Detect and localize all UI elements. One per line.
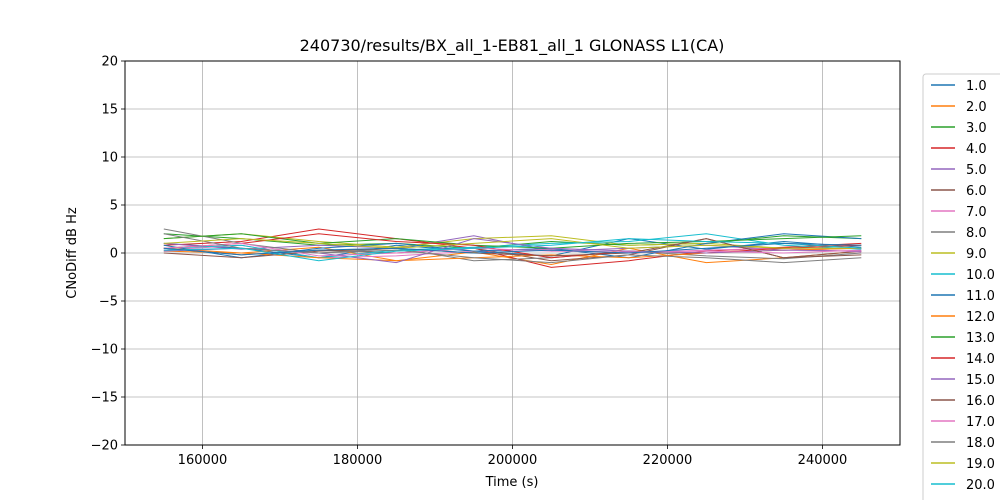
y-tick-label: 0 — [110, 247, 118, 262]
legend-label: 3.0 — [966, 121, 987, 136]
x-axis: 160000 180000 200000 220000 240000 — [178, 445, 848, 468]
x-tick-label: 220000 — [643, 453, 693, 468]
y-tick-label: 15 — [101, 103, 118, 118]
legend-label: 14.0 — [966, 352, 995, 367]
y-axis-label: CNoDiff dB Hz — [65, 207, 80, 299]
legend-label: 7.0 — [966, 205, 987, 220]
y-tick-label: −10 — [91, 343, 118, 358]
legend-label: 12.0 — [966, 310, 995, 325]
legend-label: 11.0 — [966, 289, 995, 304]
legend-label: 13.0 — [966, 331, 995, 346]
y-tick-label: 5 — [110, 199, 118, 214]
legend-label: 16.0 — [966, 394, 995, 409]
x-tick-label: 200000 — [488, 453, 538, 468]
y-tick-label: −20 — [91, 439, 118, 454]
series-line-19.0 — [163, 238, 862, 249]
series-line-17.0 — [163, 242, 862, 257]
legend-label: 5.0 — [966, 163, 987, 178]
legend-label: 20.0 — [966, 478, 995, 493]
legend-label: 2.0 — [966, 100, 987, 115]
x-tick-label: 160000 — [178, 453, 228, 468]
series-line-8.0 — [163, 228, 862, 262]
legend-label: 15.0 — [966, 373, 995, 388]
legend-label: 9.0 — [966, 247, 987, 262]
x-tick-label: 180000 — [333, 453, 383, 468]
legend-label: 19.0 — [966, 457, 995, 472]
y-tick-label: −5 — [99, 295, 118, 310]
legend-label: 6.0 — [966, 184, 987, 199]
series-line-21.0 — [163, 242, 862, 256]
legend-label: 10.0 — [966, 268, 995, 283]
y-tick-label: −15 — [91, 391, 118, 406]
legend-box — [922, 73, 1000, 500]
series-line-18.0 — [163, 233, 862, 264]
legend-label: 4.0 — [966, 142, 987, 157]
y-tick-label: 20 — [101, 55, 118, 70]
x-axis-label: Time (s) — [485, 475, 539, 490]
y-tick-label: 10 — [101, 151, 118, 166]
legend-label: 18.0 — [966, 436, 995, 451]
y-axis: −20 −15 −10 −5 0 5 10 15 20 — [91, 55, 125, 454]
chart-title: 240730/results/BX_all_1-EB81_all_1 GLONA… — [300, 36, 725, 56]
legend-label: 8.0 — [966, 226, 987, 241]
x-tick-label: 240000 — [798, 453, 848, 468]
legend: 1.0 2.0 3.0 4.0 5.0 6.0 7.0 8.0 9.0 10.0 11.0 12.0 1… — [922, 73, 1000, 500]
legend-label: 1.0 — [966, 79, 987, 94]
series-layer — [163, 228, 862, 268]
legend-label: 17.0 — [966, 415, 995, 430]
series-line-20.0 — [163, 238, 862, 262]
